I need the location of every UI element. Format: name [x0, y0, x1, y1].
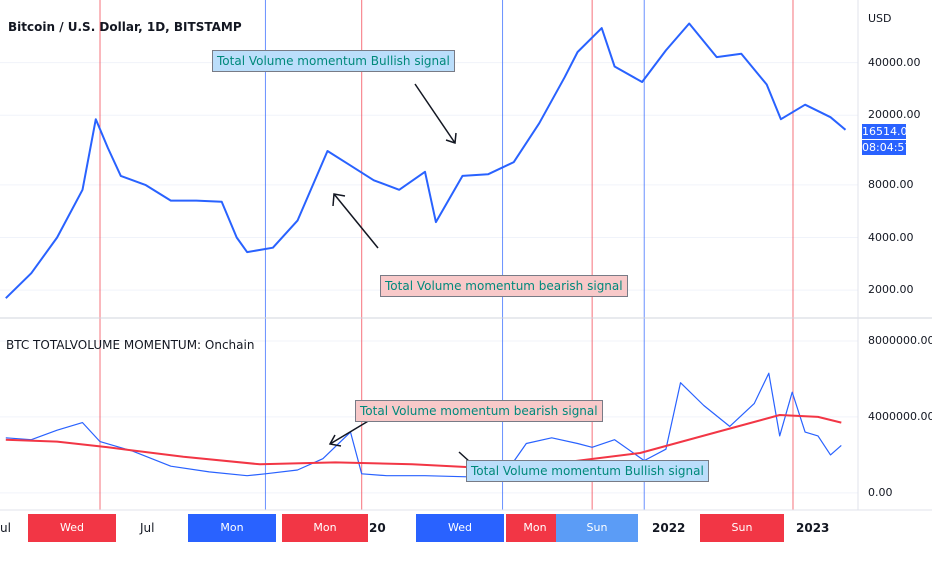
indicator-axis-label: 0.00 [868, 485, 893, 499]
x-tick-ul: ul [0, 521, 11, 535]
annotation-arrows [328, 83, 471, 463]
arrowhead-top-bearish [332, 193, 346, 207]
date-tag-2017-12-27: Wed 27/12/2017 [28, 514, 116, 562]
x-tick-2023: 2023 [796, 521, 830, 535]
price-axis-label: 2000.00 [868, 283, 914, 297]
price-axis-label: 20000.00 [868, 108, 921, 122]
price-axis-label: 40000.00 [868, 55, 921, 69]
arrow-top-bullish[interactable] [414, 83, 456, 144]
annotation-top-bullish[interactable]: Total Volume momentum Bullish signal [212, 50, 455, 72]
arrowhead-top-bullish [445, 132, 457, 145]
arrowhead-bottom-bearish [328, 434, 342, 447]
momentum-average-line [5, 414, 842, 470]
date-tag-2021-03-22: Mon 22/03 [506, 514, 564, 542]
date-tag-2019-09-16: Mon 16/09/2019 [282, 514, 368, 562]
momentum-line [5, 372, 842, 479]
x-tick-2022: 2022 [652, 521, 686, 535]
vertical-markers [99, 0, 794, 510]
indicator-title: BTC TOTALVOLUME MOMENTUM: Onchain [6, 338, 255, 352]
annotation-top-bearish[interactable]: Total Volume momentum bearish signal [380, 275, 628, 297]
currency-label: USD [868, 12, 892, 25]
annotation-bottom-bullish[interactable]: Total Volume momentum Bullish signal [466, 460, 709, 482]
arrow-top-bearish[interactable] [333, 193, 379, 249]
x-tick-20: 20 [369, 521, 386, 535]
price-series-line [5, 22, 847, 299]
symbol-title: Bitcoin / U.S. Dollar, 1D, BITSTAMP [8, 20, 242, 34]
date-tag-2021-07-25: Sun 25/07/2021 [556, 514, 638, 562]
annotation-bottom-bearish[interactable]: Total Volume momentum bearish signal [355, 400, 603, 422]
price-axis-label: 4000.00 [868, 230, 914, 244]
date-tag-2020-08-19: Wed 19/08/2020 [416, 514, 504, 562]
indicator-axis-label: 8000000.00 [868, 333, 932, 347]
indicator-axis-label: 4000000.00 [868, 409, 932, 423]
countdown-tag: 08:04:57 [862, 140, 912, 155]
arrow-bottom-bearish[interactable] [329, 419, 371, 445]
last-price-tag: 16514.00 [862, 124, 915, 139]
date-tag-2019-01-28: Mon 28/01/2019 [188, 514, 276, 562]
x-tick-jul: Jul [140, 521, 155, 535]
date-tag-2022-07-17: Sun 17/07/2022 [700, 514, 784, 562]
price-axis-label: 8000.00 [868, 177, 914, 191]
